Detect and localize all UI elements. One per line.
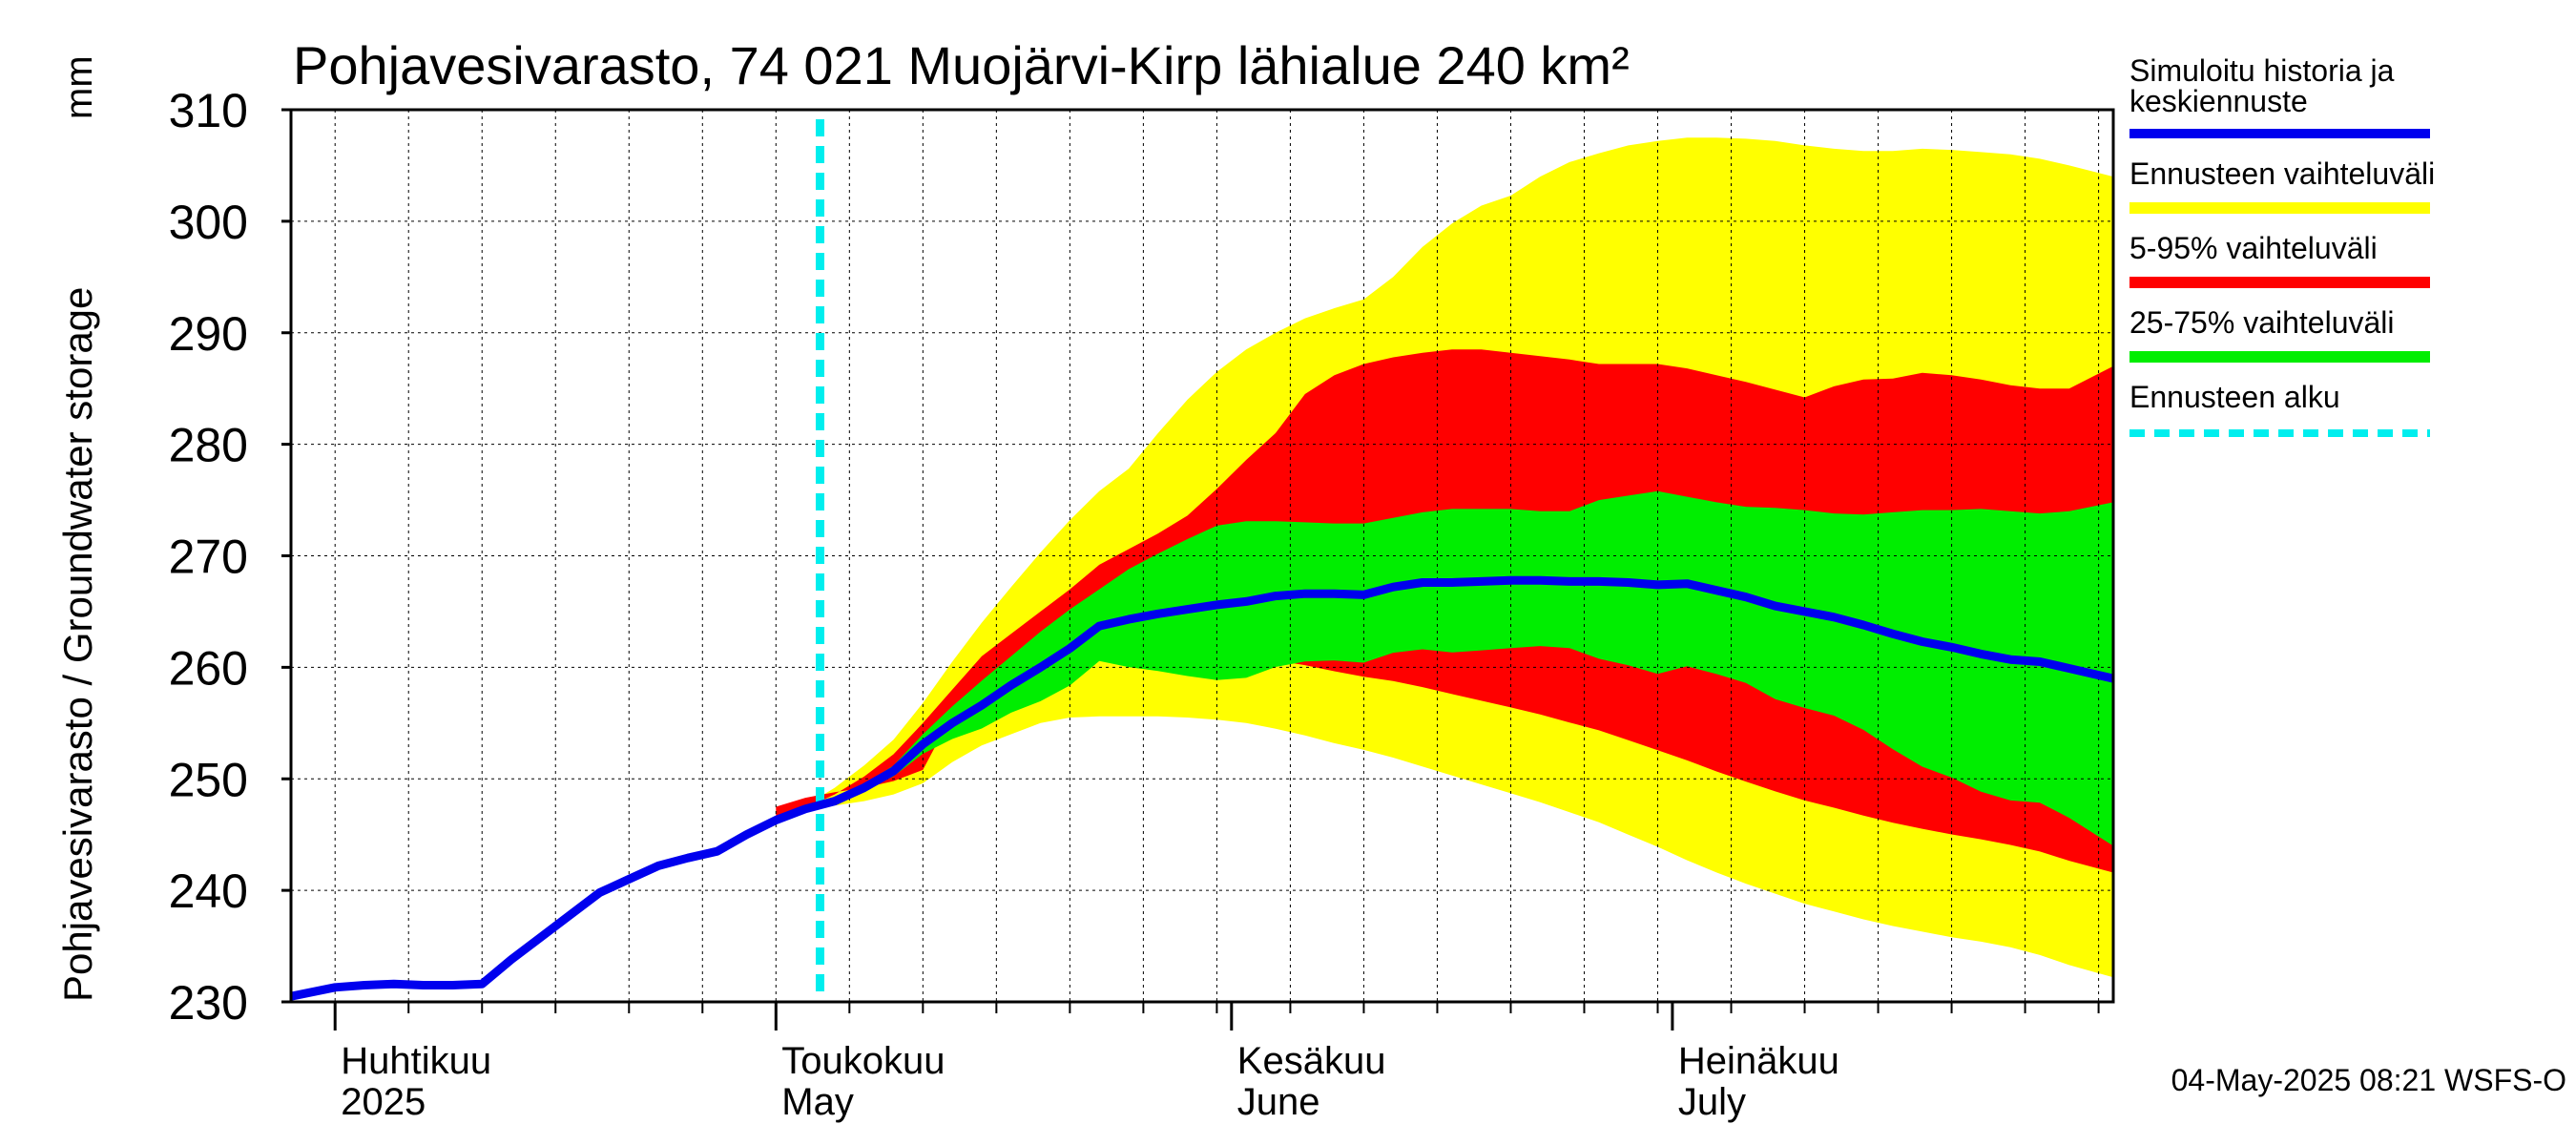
x-month-label: Huhtikuu bbox=[341, 1040, 491, 1082]
legend-label-25-75: 25-75% vaihteluväli bbox=[2129, 305, 2395, 340]
x-month-sublabel: July bbox=[1678, 1081, 1746, 1123]
median-line bbox=[290, 575, 2115, 1001]
x-month-label: Kesäkuu bbox=[1237, 1040, 1386, 1082]
x-month-sublabel: May bbox=[781, 1081, 854, 1123]
legend-label-median-2: keskiennuste bbox=[2129, 84, 2308, 118]
y-tick-label: 280 bbox=[169, 419, 248, 472]
y-axis-label: Pohjavesivarasto / Groundwater storage bbox=[55, 287, 100, 1002]
y-tick-label: 240 bbox=[169, 864, 248, 918]
chart-title: Pohjavesivarasto, 74 021 Muojärvi-Kirp l… bbox=[293, 35, 1630, 95]
y-tick-label: 230 bbox=[169, 976, 248, 1030]
gridlines bbox=[291, 110, 2113, 1002]
legend-label-median-1: Simuloitu historia ja bbox=[2129, 53, 2395, 88]
legend: Simuloitu historia ja keskiennuste Ennus… bbox=[2129, 53, 2435, 437]
legend-label-range: Ennusteen vaihteluväli bbox=[2129, 156, 2435, 191]
forecast-bands bbox=[776, 137, 2113, 978]
median-line-group bbox=[290, 119, 2115, 1002]
y-tick-label: 250 bbox=[169, 753, 248, 806]
x-month-sublabel: June bbox=[1237, 1081, 1320, 1123]
legend-label-forecast-start: Ennusteen alku bbox=[2129, 380, 2340, 414]
x-month-label: Heinäkuu bbox=[1678, 1040, 1839, 1082]
y-tick-label: 270 bbox=[169, 531, 248, 584]
y-tick-label: 260 bbox=[169, 641, 248, 695]
y-tick-label: 290 bbox=[169, 307, 248, 361]
y-tick-label: 310 bbox=[169, 84, 248, 137]
x-month-label: Toukokuu bbox=[781, 1040, 945, 1082]
y-axis-ticks: 230 240 250 260 270 280 290 300 310 bbox=[169, 84, 291, 1030]
x-month-sublabel: 2025 bbox=[341, 1081, 426, 1123]
y-axis-unit: mm bbox=[58, 55, 100, 119]
y-tick-label: 300 bbox=[169, 196, 248, 249]
legend-label-5-95: 5-95% vaihteluväli bbox=[2129, 231, 2378, 265]
footer-timestamp: 04-May-2025 08:21 WSFS-O bbox=[2171, 1063, 2566, 1097]
band-25-75 bbox=[776, 490, 2113, 846]
